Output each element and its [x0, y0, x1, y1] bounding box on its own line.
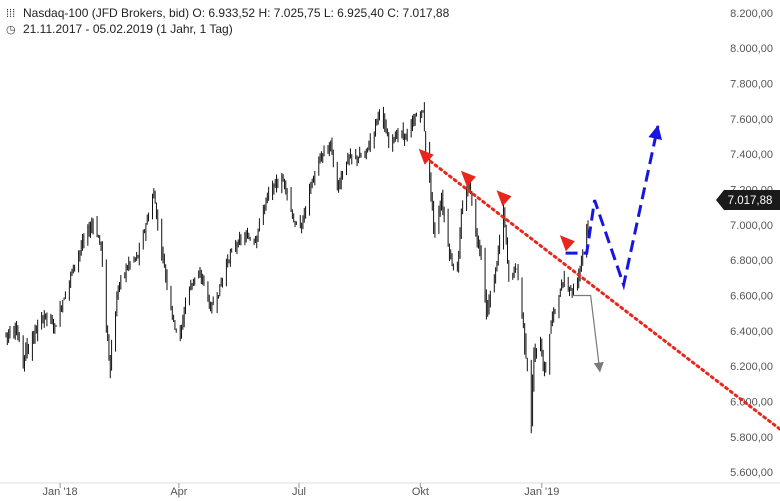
resistance-touch-marker	[460, 170, 476, 187]
resistance-touch-marker	[559, 235, 575, 252]
y-tick-label: 7.600,00	[730, 114, 773, 126]
instrument-ohlc-line: ⁞⁞⁞ Nasdaq-100 (JFD Brokers, bid) O: 6.93…	[6, 6, 449, 21]
y-tick-label: 7.000,00	[730, 220, 773, 232]
last-price-tag: 7.017,88	[716, 190, 780, 210]
last-price-value: 7.017,88	[728, 195, 773, 207]
y-tick-label: 7.800,00	[730, 79, 773, 91]
resistance-touch-marker	[418, 148, 434, 165]
ohlc-icon: ⁞⁞⁞	[6, 8, 16, 20]
y-tick-label: 6.600,00	[730, 291, 773, 303]
y-tick-label: 8.200,00	[730, 8, 773, 20]
y-tick-label: 8.000,00	[730, 43, 773, 55]
x-axis-labels: Jan '18 Apr Jul Okt Jan '19	[0, 482, 780, 498]
last-price-tag-bg	[716, 190, 780, 210]
x-tick-label: Okt	[412, 486, 429, 498]
y-tick-label: 5.800,00	[730, 432, 773, 444]
trend-annotations	[418, 124, 780, 431]
bearish-alternative-path	[572, 294, 604, 373]
period-text: 21.11.2017 - 05.02.2019 (1 Jahr, 1 Tag)	[23, 22, 233, 36]
y-tick-label: 6.800,00	[730, 255, 773, 267]
y-tick-label: 6.400,00	[730, 326, 773, 338]
x-tick-label: Apr	[170, 486, 187, 498]
x-tick-label: Jan '19	[524, 486, 559, 498]
x-tick-label: Jan '18	[43, 486, 78, 498]
chart-header: ⁞⁞⁞ Nasdaq-100 (JFD Brokers, bid) O: 6.93…	[0, 0, 720, 40]
resistance-touch-marker	[496, 190, 512, 207]
instrument-ohlc-text: Nasdaq-100 (JFD Brokers, bid) O: 6.933,5…	[23, 6, 450, 20]
bullish-forecast-path	[565, 124, 663, 291]
clock-icon: ◷	[6, 24, 16, 36]
y-tick-label: 6.200,00	[730, 361, 773, 373]
x-tick-label: Jul	[292, 486, 306, 498]
ohlc-bars	[5, 102, 589, 434]
y-tick-label: 7.400,00	[730, 149, 773, 161]
period-line: ◷ 21.11.2017 - 05.02.2019 (1 Jahr, 1 Tag)	[6, 22, 233, 37]
y-tick-label: 5.600,00	[730, 467, 773, 479]
resistance-trendline	[424, 156, 780, 431]
